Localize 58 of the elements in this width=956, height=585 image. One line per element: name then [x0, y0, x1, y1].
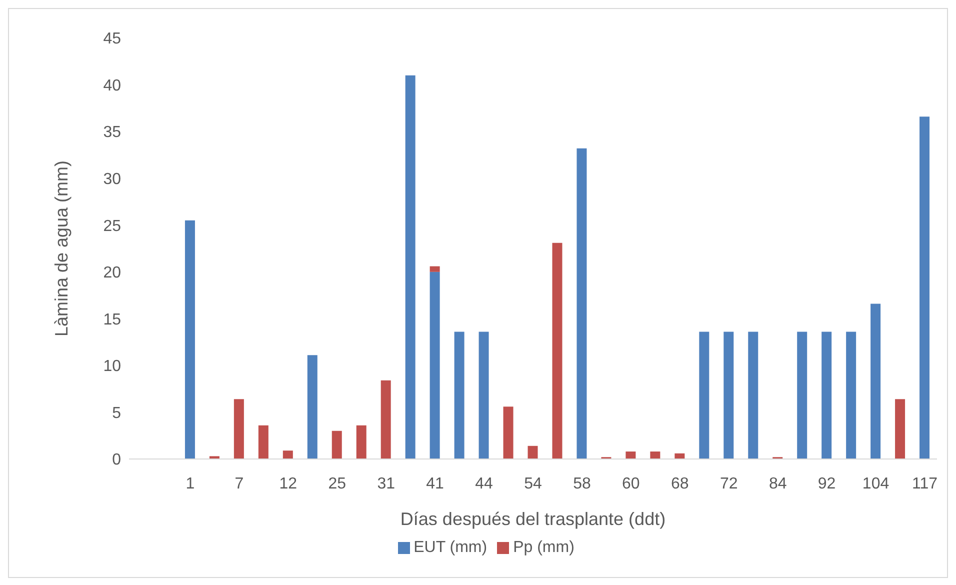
bar — [576, 148, 587, 459]
y-tick-label: 40 — [103, 77, 122, 94]
bar — [430, 272, 440, 459]
x-tick-label: 104 — [862, 475, 890, 492]
bar — [478, 332, 489, 459]
y-tick-label: 10 — [103, 358, 122, 376]
legend-label: EUT (mm) — [414, 539, 488, 556]
bar — [870, 304, 881, 459]
bar — [822, 332, 832, 459]
bar — [552, 242, 562, 459]
x-tick-label: 41 — [426, 475, 444, 492]
bar — [332, 430, 342, 459]
x-tick-label: 12 — [279, 475, 298, 492]
y-tick-label: 25 — [103, 218, 122, 235]
bar — [405, 75, 416, 459]
bar — [724, 332, 734, 459]
y-tick-label: 35 — [103, 124, 122, 142]
bar — [380, 380, 391, 459]
y-tick-label: 30 — [103, 171, 122, 188]
legend-label: Pp (mm) — [513, 539, 574, 556]
x-axis-title: Días después del trasplante (ddt) — [400, 509, 666, 529]
bar — [528, 446, 538, 459]
x-tick-label: 92 — [818, 475, 836, 492]
bar — [430, 266, 440, 272]
x-tick-label: 68 — [671, 475, 689, 492]
x-tick-label: 60 — [622, 475, 640, 492]
bar — [503, 406, 514, 459]
bar — [356, 425, 366, 459]
x-tick-label: 7 — [234, 475, 244, 492]
bar — [454, 332, 464, 459]
bar — [307, 355, 318, 459]
x-tick-label: 1 — [186, 475, 195, 492]
bar — [650, 452, 660, 459]
bar — [748, 332, 758, 459]
y-tick-label: 0 — [112, 452, 122, 469]
x-tick-label: 117 — [912, 475, 938, 492]
bar — [895, 399, 906, 459]
x-tick-label: 25 — [328, 475, 346, 492]
x-tick-label: 72 — [720, 475, 738, 492]
y-tick-label: 45 — [103, 30, 122, 48]
bar — [234, 399, 244, 459]
y-tick-label: 5 — [112, 404, 122, 422]
bar — [258, 425, 268, 459]
y-tick-label: 15 — [103, 311, 122, 328]
y-tick-label: 20 — [103, 264, 122, 282]
x-tick-label: 84 — [768, 475, 787, 492]
x-tick-label: 44 — [475, 475, 494, 492]
x-tick-label: 54 — [524, 475, 542, 492]
bar — [846, 332, 856, 459]
bar — [282, 450, 293, 459]
y-axis-title: Làmina de agua (mm) — [51, 160, 72, 337]
bar — [699, 332, 710, 459]
bar — [184, 220, 195, 459]
bar — [626, 452, 636, 459]
x-tick-label: 58 — [573, 475, 591, 492]
bar — [920, 116, 930, 459]
bar — [797, 332, 808, 459]
x-tick-label: 31 — [377, 475, 396, 492]
